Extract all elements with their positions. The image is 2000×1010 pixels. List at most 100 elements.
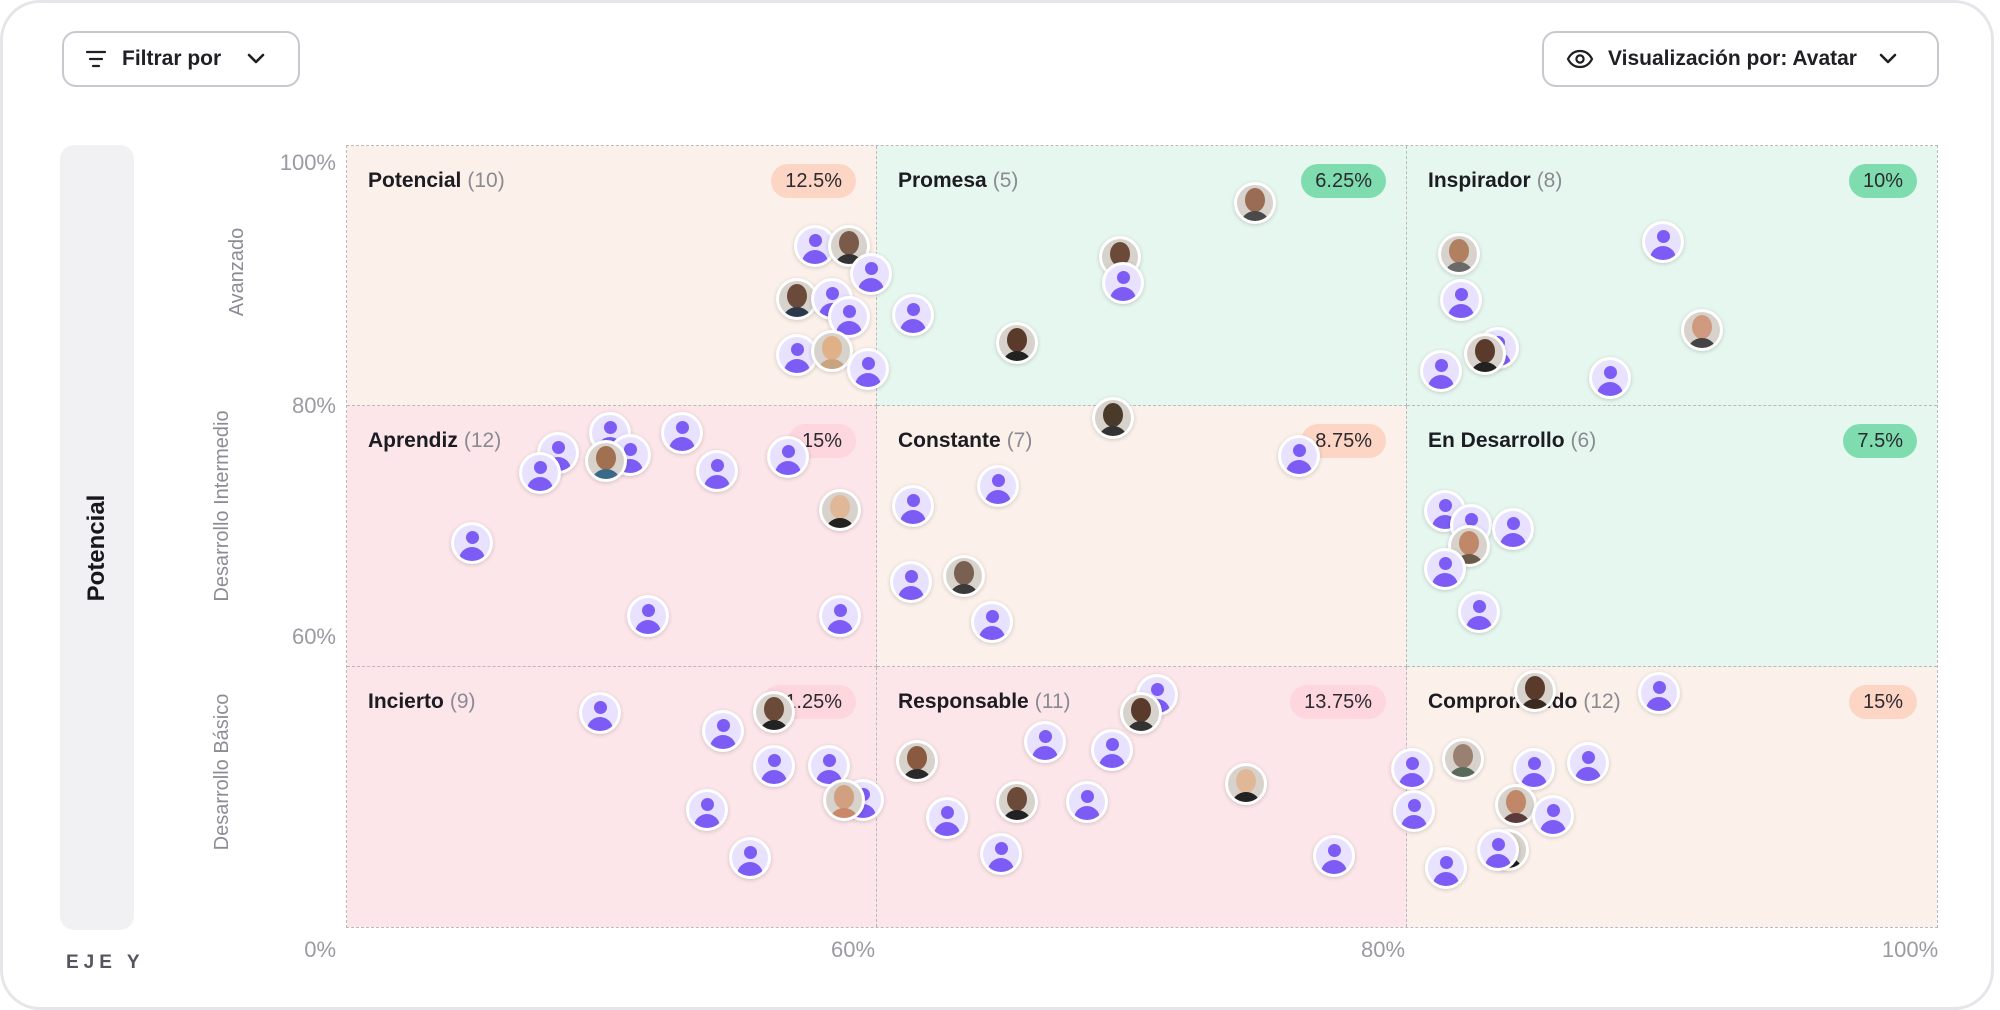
- avatar[interactable]: [1464, 333, 1506, 375]
- avatar-placeholder-icon[interactable]: [1091, 729, 1133, 771]
- avatar[interactable]: [1234, 182, 1276, 224]
- avatar-placeholder-icon[interactable]: [1024, 721, 1066, 763]
- avatar-placeholder-icon[interactable]: [1589, 357, 1631, 399]
- cell-name: Inspirador: [1428, 169, 1531, 192]
- cell-count: (10): [467, 169, 505, 192]
- avatar-placeholder-icon[interactable]: [1424, 548, 1466, 590]
- avatar-placeholder-icon[interactable]: [1642, 221, 1684, 263]
- avatar-placeholder-icon[interactable]: [1513, 748, 1555, 790]
- avatar[interactable]: [811, 330, 853, 372]
- cell-count: (8): [1536, 169, 1563, 192]
- avatar-placeholder-icon[interactable]: [519, 452, 561, 494]
- avatar[interactable]: [753, 691, 795, 733]
- avatar-placeholder-icon[interactable]: [1313, 835, 1355, 877]
- y-tick-60: 60%: [291, 624, 336, 649]
- avatar-placeholder-icon[interactable]: [1066, 781, 1108, 823]
- avatar[interactable]: [1681, 309, 1723, 351]
- avatar-placeholder-icon[interactable]: [1278, 435, 1320, 477]
- cell-heading: Constante (7): [898, 429, 1032, 453]
- avatar-placeholder-icon[interactable]: [702, 710, 744, 752]
- avatar[interactable]: [896, 740, 938, 782]
- cell-name: Constante: [898, 429, 1001, 452]
- cell-count: (12): [463, 429, 502, 452]
- avatar[interactable]: [1495, 784, 1537, 826]
- cell-percentage-badge: 12.5%: [771, 164, 856, 198]
- cell-name: Potencial: [368, 169, 462, 192]
- avatar[interactable]: [996, 322, 1038, 364]
- avatar-placeholder-icon[interactable]: [1391, 748, 1433, 790]
- avatar-placeholder-icon[interactable]: [451, 522, 493, 564]
- avatar-placeholder-icon[interactable]: [850, 253, 892, 295]
- avatar-placeholder-icon[interactable]: [977, 465, 1019, 507]
- view-mode-dropdown[interactable]: Visualización por: Avatar: [1542, 31, 1939, 87]
- avatar[interactable]: [1438, 233, 1480, 275]
- cell-count: (11): [1034, 690, 1071, 713]
- cell-count: (6): [1570, 429, 1597, 452]
- avatar-placeholder-icon[interactable]: [980, 833, 1022, 875]
- cell-name: Promesa: [898, 169, 987, 192]
- avatar-placeholder-icon[interactable]: [1532, 795, 1574, 837]
- avatar-placeholder-icon[interactable]: [767, 436, 809, 478]
- band-label-intermedio: Desarrollo Intermedio: [211, 410, 233, 602]
- cell-heading: Aprendiz (12): [368, 429, 501, 453]
- cell-heading: Incierto (9): [368, 690, 476, 714]
- cell-inspirador[interactable]: Inspirador (8) 10%: [1407, 146, 1937, 406]
- cell-percentage-badge: 15%: [1848, 685, 1917, 719]
- avatar-placeholder-icon[interactable]: [1458, 591, 1500, 633]
- avatar[interactable]: [996, 781, 1038, 823]
- eye-icon: [1566, 49, 1594, 69]
- avatar-placeholder-icon[interactable]: [1440, 279, 1482, 321]
- avatar[interactable]: [1225, 763, 1267, 805]
- avatar[interactable]: [585, 440, 627, 482]
- chevron-down-icon: [1879, 53, 1897, 64]
- avatar-placeholder-icon[interactable]: [890, 561, 932, 603]
- y-tick-80: 80%: [291, 393, 336, 418]
- avatar-placeholder-icon[interactable]: [892, 294, 934, 336]
- avatar[interactable]: [819, 489, 861, 531]
- cell-count: (12): [1583, 690, 1621, 713]
- cell-percentage-badge: 13.75%: [1290, 685, 1386, 719]
- cell-heading: Inspirador (8): [1428, 169, 1562, 193]
- x-tick-100: 100%: [1881, 937, 1939, 962]
- avatar[interactable]: [943, 555, 985, 597]
- avatar-placeholder-icon[interactable]: [926, 797, 968, 839]
- avatar-placeholder-icon[interactable]: [686, 789, 728, 831]
- cell-heading: Promesa (5): [898, 169, 1018, 193]
- y-axis-panel: [60, 145, 134, 930]
- avatar-placeholder-icon[interactable]: [1102, 262, 1144, 304]
- cell-constante[interactable]: Constante (7) 8.75%: [877, 406, 1407, 667]
- view-mode-label: Visualización por: Avatar: [1608, 47, 1857, 70]
- avatar-placeholder-icon[interactable]: [1393, 790, 1435, 832]
- avatar-placeholder-icon[interactable]: [753, 745, 795, 787]
- avatar-placeholder-icon[interactable]: [892, 485, 934, 527]
- cell-heading: Potencial (10): [368, 169, 505, 193]
- avatar-placeholder-icon[interactable]: [729, 837, 771, 879]
- avatar[interactable]: [1442, 738, 1484, 780]
- avatar[interactable]: [823, 779, 865, 821]
- avatar-placeholder-icon[interactable]: [971, 601, 1013, 643]
- avatar[interactable]: [1092, 397, 1134, 439]
- avatar-placeholder-icon[interactable]: [1567, 742, 1609, 784]
- avatar-placeholder-icon[interactable]: [579, 692, 621, 734]
- avatar-placeholder-icon[interactable]: [1425, 847, 1467, 889]
- avatar-placeholder-icon[interactable]: [1420, 350, 1462, 392]
- x-tick-60: 60%: [830, 937, 876, 962]
- avatar[interactable]: [1120, 692, 1162, 734]
- avatar-placeholder-icon[interactable]: [828, 296, 870, 338]
- filter-button[interactable]: Filtrar por: [62, 31, 300, 87]
- avatar-placeholder-icon[interactable]: [1492, 508, 1534, 550]
- avatar-placeholder-icon[interactable]: [1477, 829, 1519, 871]
- avatar-placeholder-icon[interactable]: [696, 450, 738, 492]
- avatar-placeholder-icon[interactable]: [661, 412, 703, 454]
- chevron-down-icon: [247, 53, 265, 64]
- avatar[interactable]: [1514, 670, 1556, 712]
- avatar-placeholder-icon[interactable]: [1638, 672, 1680, 714]
- avatar[interactable]: [828, 225, 870, 267]
- avatar-placeholder-icon[interactable]: [627, 595, 669, 637]
- avatar-placeholder-icon[interactable]: [819, 595, 861, 637]
- y-axis-footer-label: EJE Y: [66, 952, 145, 973]
- filter-label: Filtrar por: [122, 47, 222, 70]
- avatar-placeholder-icon[interactable]: [847, 348, 889, 390]
- band-label-avanzado: Avanzado: [226, 227, 248, 317]
- y-axis-title: Potencial: [83, 494, 110, 602]
